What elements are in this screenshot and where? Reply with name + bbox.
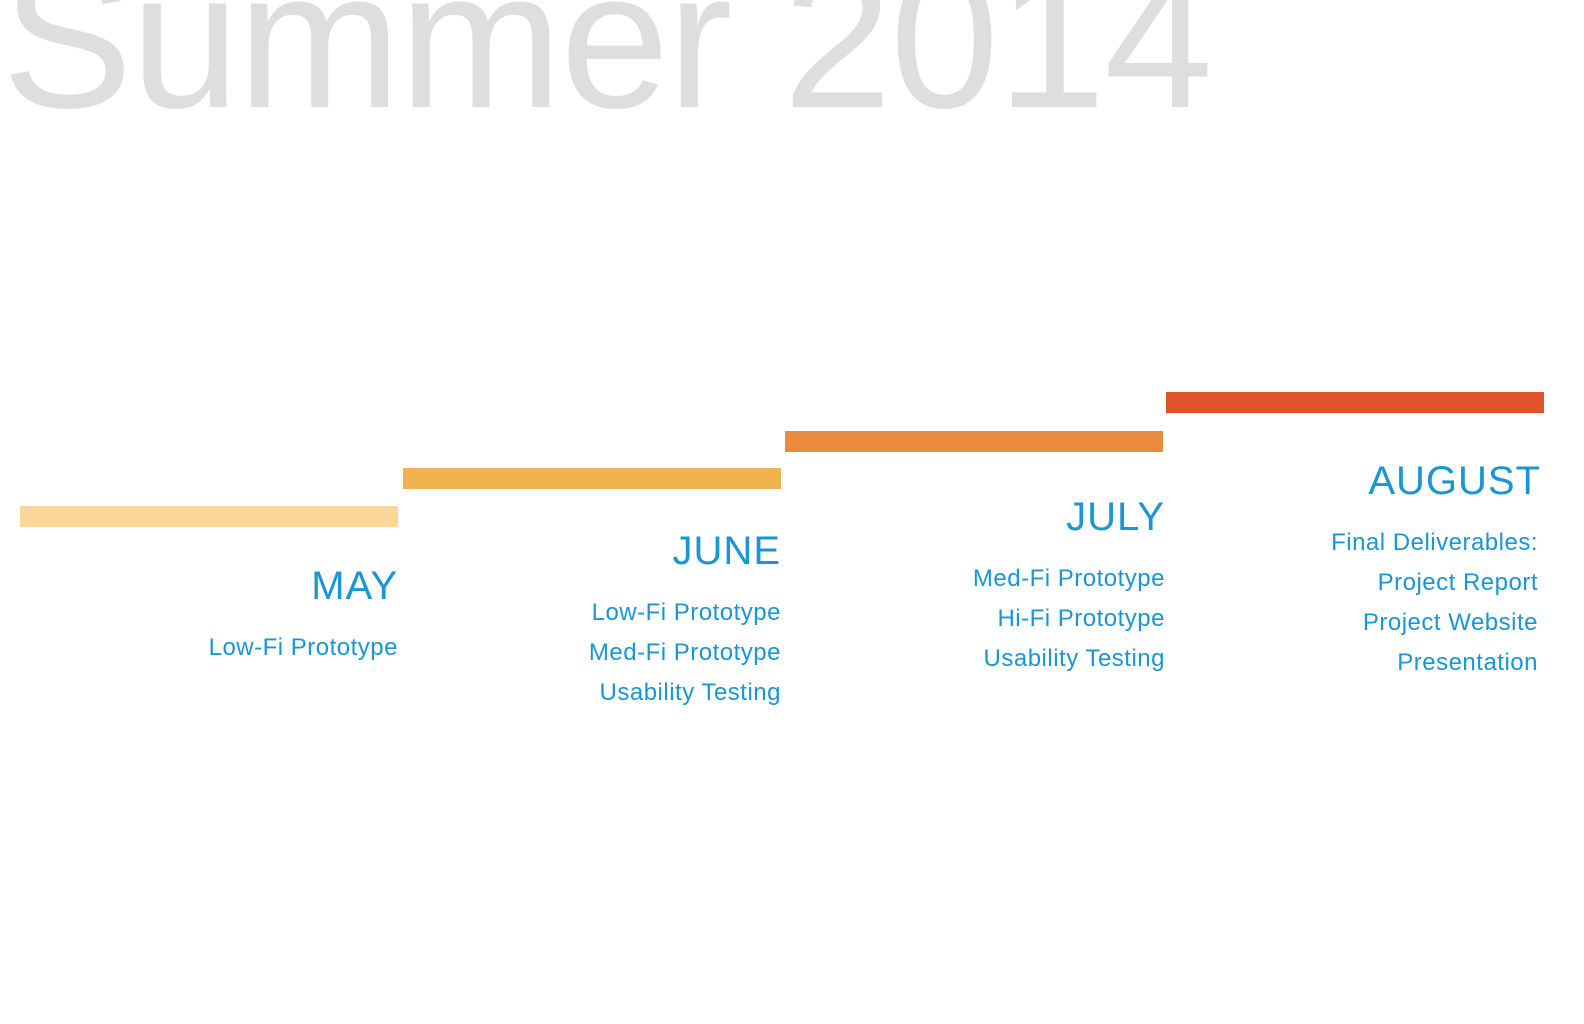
month-label-july: JULY [1066, 495, 1165, 539]
month-column-may: MAY Low-Fi Prototype [209, 566, 398, 668]
task-item: Med-Fi Prototype [588, 639, 781, 666]
task-list-may: Low-Fi Prototype [209, 628, 398, 668]
task-list-august: Final Deliverables: Project Report Proje… [1331, 523, 1538, 683]
page-title: Summer 2014 [2, 0, 1213, 149]
task-item: Med-Fi Prototype [972, 565, 1165, 592]
task-list-june: Low-Fi Prototype Med-Fi Prototype Usabil… [589, 593, 781, 713]
task-item: Low-Fi Prototype [591, 599, 781, 626]
timeline-bar-june [403, 468, 781, 489]
month-column-june: JUNE Low-Fi Prototype Med-Fi Prototype U… [589, 531, 781, 713]
timeline-bar-may [20, 506, 398, 527]
task-item: Project Website [1362, 609, 1538, 636]
timeline-bar-august [1166, 392, 1544, 413]
task-item: Hi-Fi Prototype [997, 605, 1165, 632]
task-item: Project Report [1377, 569, 1538, 596]
task-item: Low-Fi Prototype [208, 634, 398, 661]
month-label-may: MAY [311, 564, 398, 608]
task-list-july: Med-Fi Prototype Hi-Fi Prototype Usabili… [973, 559, 1165, 679]
month-column-august: AUGUST Final Deliverables: Project Repor… [1331, 461, 1541, 683]
month-column-july: JULY Med-Fi Prototype Hi-Fi Prototype Us… [973, 497, 1165, 679]
month-label-june: JUNE [672, 529, 781, 573]
timeline-bar-july [785, 431, 1163, 452]
task-item: Final Deliverables: [1331, 529, 1538, 556]
task-item: Usability Testing [983, 645, 1165, 672]
task-item: Usability Testing [599, 679, 781, 706]
task-item: Presentation [1397, 649, 1538, 676]
month-label-august: AUGUST [1368, 459, 1541, 503]
